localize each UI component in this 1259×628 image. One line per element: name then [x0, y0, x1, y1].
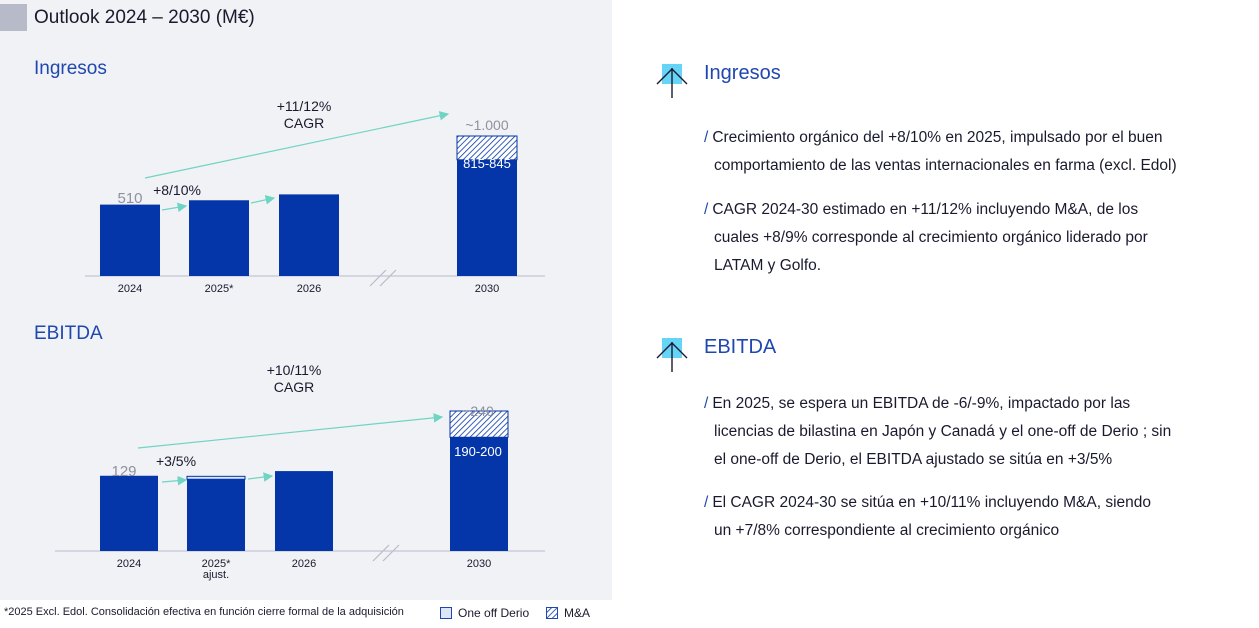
- ebitda-growth-arrow-2: [247, 472, 274, 482]
- ingresos-bar-2024: [100, 204, 160, 276]
- bullet-slash: /: [704, 129, 709, 146]
- ebitda-bullet-1-line-1: En 2025, se espera un EBITDA de -6/-9%, …: [712, 395, 1131, 412]
- ebitda-2024-value: 129: [111, 463, 136, 480]
- bullet-slash: /: [704, 395, 709, 412]
- legend-oneoff: One off Derio: [440, 605, 529, 621]
- ingresos-bullet-2-line-1: CAGR 2024-30 estimado en +11/12% incluye…: [712, 201, 1139, 218]
- ingresos-tick-label: 2024: [118, 283, 142, 295]
- ingresos-bullet-1-line-1: Crecimiento orgánico del +8/10% en 2025,…: [712, 129, 1163, 146]
- legend-ma-label: M&A: [564, 606, 591, 620]
- ebitda-2025-oneoff-segment: [186, 475, 246, 480]
- growth-arrow-icon: [656, 64, 688, 98]
- ingresos-tick-label: 2025*: [205, 283, 234, 295]
- ebitda-tick-label: 2030: [467, 558, 491, 570]
- ingresos-cagr-sublabel: CAGR: [284, 115, 324, 131]
- ingresos-2030-ma-segment: [456, 135, 518, 161]
- growth-arrow-icon: [656, 338, 688, 372]
- ingresos-bullet-2: / CAGR 2024-30 estimado en +11/12% incluy…: [704, 196, 1148, 280]
- ingresos-bullet-2-line-2: cuales +8/9% corresponde al crecimiento …: [714, 229, 1148, 246]
- ingresos-bullet-1: / Crecimiento orgánico del +8/10% en 2025…: [704, 124, 1177, 180]
- ingresos-chart-title: Ingresos: [34, 58, 107, 79]
- ebitda-growth-arrow-1: [161, 475, 188, 486]
- ebitda-tick-label: 2026: [292, 558, 316, 570]
- ingresos-cagr-label: +11/12%: [277, 98, 332, 114]
- ebitda-growth-label: +3/5%: [156, 453, 196, 469]
- ingresos-growth-arrow-2: [250, 195, 276, 205]
- legend-oneoff-label: One off Derio: [458, 606, 530, 620]
- ebitda-2030-total-label: ~240: [462, 403, 494, 419]
- ebitda-bullet-1-line-2: licencias de bilastina en Japón y Canadá…: [714, 423, 1172, 440]
- ma-hatch-swatch: [546, 607, 558, 619]
- bullet-slash: /: [704, 201, 709, 218]
- ebitda-chart: 129 +3/5% +10/11% CAGR ~240 190-200 2024…: [55, 362, 545, 581]
- ingresos-chart: 510 +8/10% +11/12% CAGR ~1.000 815-845 2…: [85, 98, 545, 295]
- ingresos-growth-label: +8/10%: [153, 182, 201, 198]
- ebitda-cagr-sublabel: CAGR: [274, 379, 314, 395]
- ebitda-tick-sublabel: ajust.: [203, 569, 229, 581]
- ingresos-bar-2025: [189, 200, 249, 276]
- ebitda-bullet-2: / El CAGR 2024-30 se sitúa en +10/11% inc…: [704, 489, 1151, 545]
- ebitda-bar-2026: [275, 471, 333, 551]
- ebitda-chart-title: EBITDA: [34, 323, 103, 344]
- ingresos-heading: Ingresos: [704, 62, 781, 84]
- ingresos-bar-2026: [279, 194, 339, 276]
- ebitda-bullet-2-line-2: un +7/8% correspondiente al crecimiento …: [714, 522, 1060, 539]
- outlook-panel: Outlook 2024 – 2030 (M€) Ingresos EBITDA…: [0, 0, 612, 600]
- ebitda-tick-label: 2024: [117, 558, 141, 570]
- ingresos-cagr-arrow: [144, 111, 450, 179]
- ingresos-tick-label: 2030: [475, 283, 499, 295]
- footnote: *2025 Excl. Edol. Consolidación efectiva…: [4, 606, 404, 618]
- ingresos-axis-break-icon: [369, 269, 397, 287]
- legend-ma: M&A: [546, 605, 590, 621]
- ebitda-bullet-2-line-1: El CAGR 2024-30 se sitúa en +10/11% incl…: [712, 494, 1152, 511]
- ebitda-cagr-arrow: [137, 413, 444, 449]
- ebitda-bar-2025: [187, 479, 245, 551]
- ebitda-axis-break-icon: [372, 544, 400, 562]
- ebitda-bar-2030: [450, 437, 508, 551]
- ebitda-bullet-1-line-3: el one-off de Derio, el EBITDA ajustado …: [714, 451, 1113, 468]
- title-marker: [0, 4, 27, 31]
- ingresos-2024-value: 510: [117, 190, 142, 207]
- ingresos-bullet-1-line-2: comportamiento de las ventas internacion…: [714, 157, 1177, 174]
- ingresos-growth-arrow-1: [161, 202, 188, 213]
- ebitda-bullet-1: / En 2025, se espera un EBITDA de -6/-9%,…: [704, 390, 1171, 474]
- ebitda-2030-organic-label: 190-200: [454, 444, 502, 459]
- ingresos-tick-label: 2026: [297, 283, 321, 295]
- bullet-slash: /: [704, 494, 709, 511]
- page-title: Outlook 2024 – 2030 (M€): [34, 7, 255, 28]
- ebitda-heading: EBITDA: [704, 336, 777, 358]
- ingresos-bar-2030: [457, 159, 517, 276]
- ingresos-2030-total-label: ~1.000: [465, 117, 508, 133]
- oneoff-swatch: [440, 607, 452, 619]
- ingresos-bullet-2-line-3: LATAM y Golfo.: [714, 257, 822, 274]
- ebitda-cagr-label: +10/11%: [267, 362, 322, 378]
- ebitda-bar-2024: [100, 475, 158, 551]
- ebitda-2030-ma-segment: [449, 410, 509, 438]
- ebitda-tick-label: 2025*: [202, 558, 231, 570]
- ingresos-2030-organic-label: 815-845: [463, 156, 511, 171]
